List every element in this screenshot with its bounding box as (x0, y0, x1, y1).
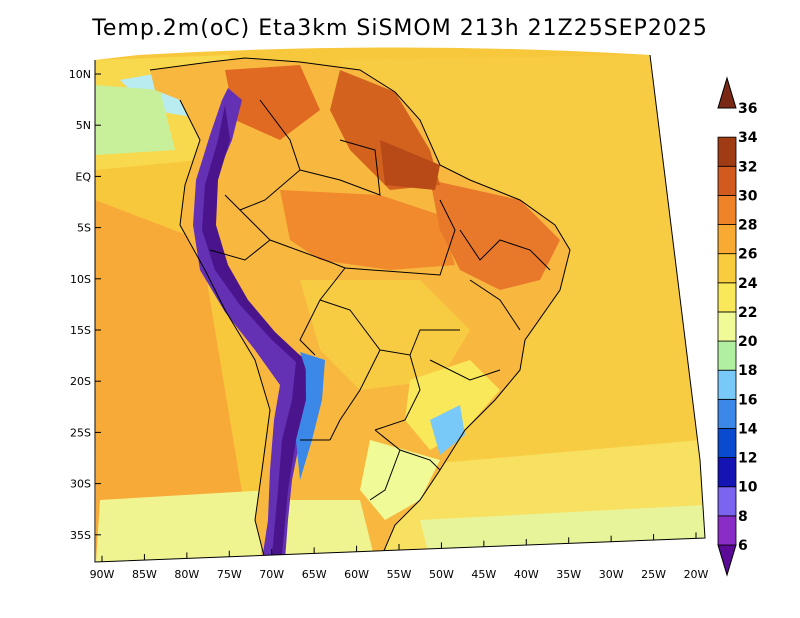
lon-label: 45W (471, 568, 496, 581)
border-line (459, 229, 551, 271)
longitude-axis: 90W 85W 80W 75W 70W 65W 60W 55W 50W 45W 40W 35W 30W 2… (90, 532, 709, 581)
lon-label: 80W (174, 568, 199, 581)
border-line (269, 239, 346, 356)
border-line (374, 429, 441, 471)
border-line (329, 349, 381, 441)
lon-label: 20W (684, 568, 709, 581)
colorbar-label: 18 (738, 363, 757, 379)
colorbar-label: 16 (738, 392, 757, 408)
colorbar-segment (717, 369, 737, 400)
colorbar-label: 20 (738, 334, 758, 350)
map-frame (94, 54, 706, 563)
colorbar-segment (717, 224, 737, 255)
southeast-mild (405, 360, 500, 450)
country-borders (149, 57, 571, 561)
lat-label: 5N (76, 119, 91, 132)
colorbar-min-arrow (717, 544, 737, 577)
pacific-south-cool (96, 490, 270, 562)
border-line (149, 57, 571, 561)
southeast-cool-spot (430, 405, 465, 455)
border-line (209, 209, 271, 261)
colorbar-label: 14 (738, 421, 758, 437)
colorbar-segment (717, 428, 737, 459)
lat-label: 5S (77, 222, 91, 235)
lon-label: 75W (217, 568, 242, 581)
pacific-warm-band (95, 200, 250, 560)
border-line (429, 359, 501, 381)
colorbar: 6 8 10 12 14 16 18 20 22 24 26 28 30 32 34 36 (717, 76, 758, 577)
lat-label: 20S (70, 375, 91, 388)
colorbar-label: 24 (738, 276, 758, 292)
lat-label: 25S (70, 426, 91, 439)
colorbar-max-arrow (717, 76, 737, 109)
pacific-green-patch (95, 85, 175, 155)
border-line (369, 449, 401, 501)
lat-label: 15S (70, 324, 91, 337)
colombia-hot (225, 65, 320, 140)
colorbar-label: 28 (738, 218, 757, 234)
lon-label: 40W (514, 568, 539, 581)
colorbar-segment (717, 398, 737, 429)
lon-label: 90W (90, 568, 115, 581)
lat-label: EQ (75, 170, 91, 183)
andes-blue-fringe (296, 352, 325, 480)
lon-label: 60W (344, 568, 369, 581)
lon-label: 50W (429, 568, 454, 581)
colorbar-label: 34 (738, 130, 758, 146)
temperature-field (95, 47, 705, 562)
colorbar-segment (717, 311, 737, 342)
border-line (374, 354, 421, 431)
colorbar-label: 10 (738, 480, 758, 496)
colorbar-segment (717, 282, 737, 313)
lat-label: 35S (70, 529, 91, 542)
border-line (299, 139, 381, 196)
colorbar-label: 6 (738, 538, 748, 554)
colorbar-label: 32 (738, 159, 757, 175)
border-line (469, 279, 521, 331)
colorbar-segment (717, 486, 737, 517)
colorbar-segment (717, 165, 737, 196)
lat-label: 10S (70, 273, 91, 286)
latitude-axis: 10N 5N EQ 5S 10S 15S 20S 25S 30S 35S (69, 68, 101, 542)
border-line (344, 199, 456, 276)
colorbar-segment (717, 340, 737, 371)
patagonia-cool (270, 500, 375, 560)
colorbar-label: 36 (738, 101, 757, 117)
colorbar-label: 8 (738, 509, 748, 525)
lat-label: 10N (69, 68, 91, 81)
northeast-hot-region (430, 180, 560, 290)
amazon-hot-region (280, 190, 455, 270)
lon-label: 85W (132, 568, 157, 581)
lon-label: 30W (599, 568, 624, 581)
colorbar-label: 22 (738, 305, 757, 321)
guiana-hot (380, 140, 440, 190)
chart-title: Temp.2m(oC) Eta3km SiSMOM 213h 21Z25SEP2… (92, 16, 708, 41)
colorbar-segment (717, 136, 737, 167)
border-line (319, 299, 460, 356)
border-line (179, 99, 271, 561)
colorbar-segment (717, 515, 737, 546)
colorbar-segment (717, 457, 737, 488)
colorbar-segment (717, 194, 737, 225)
lat-label: 30S (70, 478, 91, 491)
lon-label: 25W (641, 568, 666, 581)
colorbar-segment (717, 253, 737, 284)
lon-label: 70W (259, 568, 284, 581)
lon-label: 65W (302, 568, 327, 581)
lon-label: 55W (387, 568, 412, 581)
lon-label: 35W (556, 568, 581, 581)
colorbar-label: 26 (738, 247, 757, 263)
colorbar-label: 30 (738, 188, 758, 204)
border-line (224, 99, 301, 211)
colorbar-label: 12 (738, 451, 757, 467)
